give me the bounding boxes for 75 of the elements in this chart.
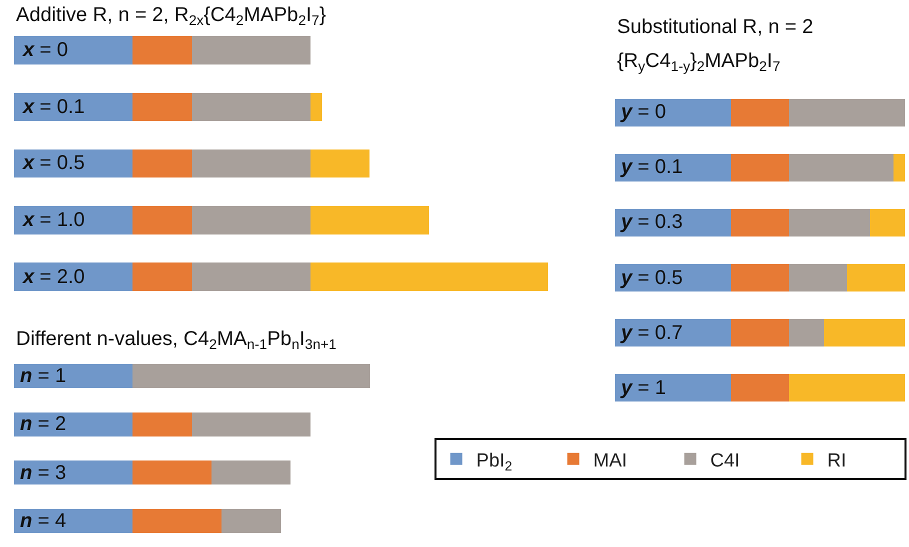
bar xyxy=(310,262,548,291)
bar xyxy=(192,92,310,122)
bar xyxy=(132,460,212,485)
bar xyxy=(893,154,905,182)
legend-label: PbI$_{2}$ xyxy=(476,450,512,474)
bar xyxy=(615,154,731,182)
bar xyxy=(132,262,192,291)
bar xyxy=(731,374,789,402)
y-tick-label: y = 0 xyxy=(620,101,666,123)
text: {R$_{y}$C4$_{1-y}$}$_{2}$MAPb$_{2}$I$_{7}$ xyxy=(617,50,780,74)
bar xyxy=(132,149,192,178)
bar xyxy=(615,264,731,292)
bar xyxy=(731,264,789,292)
bar xyxy=(310,206,429,234)
y-tick-label: y = 1 xyxy=(620,377,666,399)
bar xyxy=(14,262,133,291)
bar xyxy=(132,36,192,64)
bar xyxy=(615,318,731,346)
bar xyxy=(731,154,789,182)
bar xyxy=(192,412,311,436)
y-tick-label: x = 0.1 xyxy=(22,96,85,118)
bar xyxy=(789,154,894,182)
y-tick-label: n = 2 xyxy=(20,413,66,435)
y-tick-label: n = 1 xyxy=(20,365,66,387)
y-tick-label: y = 0.3 xyxy=(620,211,683,233)
chart-title: Different n-values, C4$_{2}$MA$_{n-1}$Pb$_{n}$I$_{3n+1}$ xyxy=(16,328,337,352)
bar xyxy=(132,412,192,436)
legend-label: C4I xyxy=(710,450,740,472)
bar xyxy=(132,508,222,533)
bar xyxy=(132,364,370,388)
bar xyxy=(731,208,789,236)
bar xyxy=(222,508,281,533)
bar xyxy=(132,206,192,234)
legend-label: RI xyxy=(827,450,846,472)
chart-title: Substitutional R, n = 2 xyxy=(617,16,814,38)
y-tick-label: y = 0.7 xyxy=(620,322,683,344)
bar xyxy=(192,149,310,178)
bar xyxy=(731,98,789,126)
y-tick-label: x = 0 xyxy=(22,39,68,61)
legend-label: MAI xyxy=(593,450,628,472)
bar xyxy=(789,264,847,292)
bar xyxy=(870,208,905,236)
bar xyxy=(14,412,133,436)
y-tick-label: x = 1.0 xyxy=(22,209,85,231)
bar xyxy=(824,318,905,346)
bar xyxy=(615,374,731,402)
bar xyxy=(212,460,291,485)
bar xyxy=(14,92,133,122)
bar xyxy=(789,318,824,346)
bar xyxy=(14,508,133,533)
y-tick-label: y = 0.1 xyxy=(620,156,683,178)
y-tick-label: y = 0.5 xyxy=(620,267,683,289)
bar xyxy=(192,36,310,64)
bar xyxy=(14,36,133,64)
y-tick-label: x = 0.5 xyxy=(22,152,85,174)
bar xyxy=(192,262,310,291)
bar xyxy=(310,149,370,178)
bar xyxy=(14,149,133,178)
bar xyxy=(847,264,905,292)
bar xyxy=(310,92,322,122)
bar xyxy=(615,208,731,236)
bar xyxy=(14,364,133,388)
bar xyxy=(14,206,133,234)
bar xyxy=(789,98,905,126)
y-tick-label: x = 2.0 xyxy=(22,266,85,288)
y-tick-label: n = 4 xyxy=(20,510,66,532)
bar xyxy=(789,374,905,402)
y-tick-label: n = 3 xyxy=(20,462,66,484)
bar xyxy=(14,460,133,485)
chart-title: Additive R, n = 2, R$_{2x}${C4$_{2}$MAPb$_{2}$I$_{7}$} xyxy=(16,4,326,28)
bar xyxy=(789,208,870,236)
bar xyxy=(132,92,192,122)
bar xyxy=(731,318,789,346)
bar xyxy=(615,98,731,126)
bar xyxy=(192,206,310,234)
